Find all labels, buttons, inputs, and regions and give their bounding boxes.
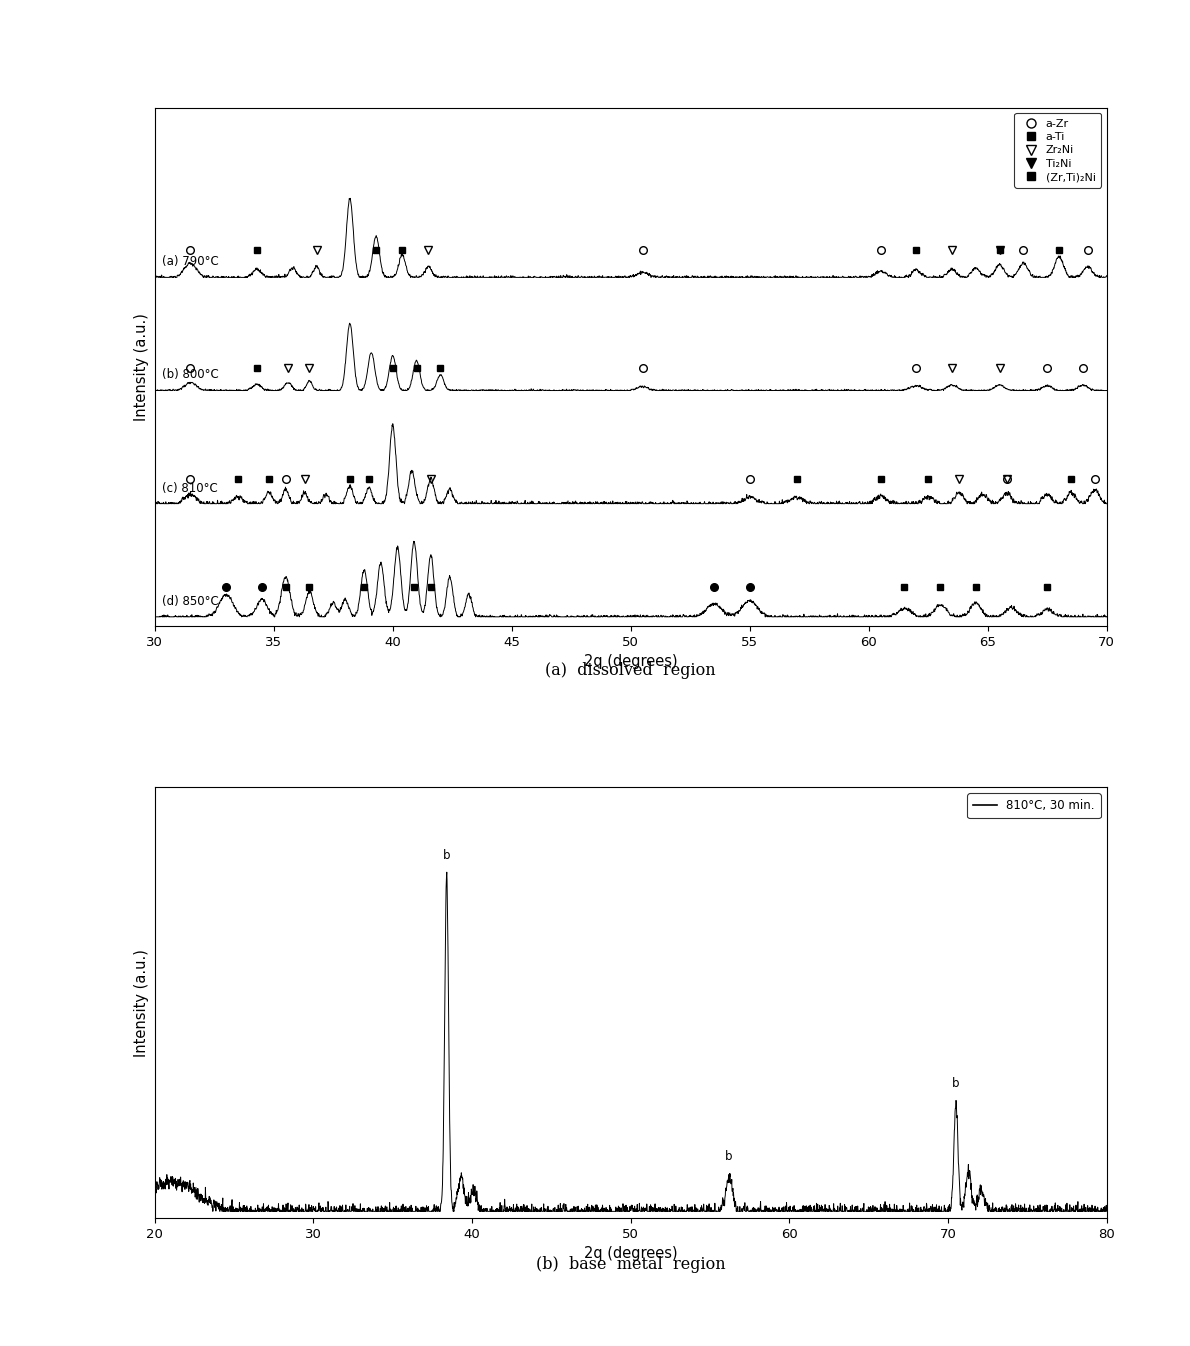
X-axis label: 2q (degrees): 2q (degrees) [584, 654, 677, 669]
Y-axis label: Intensity (a.u.): Intensity (a.u.) [134, 312, 149, 421]
Text: b: b [952, 1077, 959, 1090]
Text: (d) 850°C: (d) 850°C [162, 595, 219, 608]
Text: (a) 790°C: (a) 790°C [162, 256, 219, 268]
Text: (c) 810°C: (c) 810°C [162, 482, 218, 494]
Legend: 810°C, 30 min.: 810°C, 30 min. [967, 793, 1101, 818]
Text: (b)  base  metal  region: (b) base metal region [536, 1256, 726, 1273]
Text: b: b [443, 849, 450, 861]
Y-axis label: Intensity (a.u.): Intensity (a.u.) [134, 949, 149, 1057]
Text: b: b [726, 1151, 733, 1163]
Text: (a)  dissolved  region: (a) dissolved region [545, 662, 716, 680]
Text: (b) 800°C: (b) 800°C [162, 369, 219, 381]
Legend: a-Zr, a-Ti, Zr₂Ni, Ti₂Ni, (Zr,Ti)₂Ni: a-Zr, a-Ti, Zr₂Ni, Ti₂Ni, (Zr,Ti)₂Ni [1015, 113, 1101, 187]
X-axis label: 2q (degrees): 2q (degrees) [584, 1246, 677, 1261]
